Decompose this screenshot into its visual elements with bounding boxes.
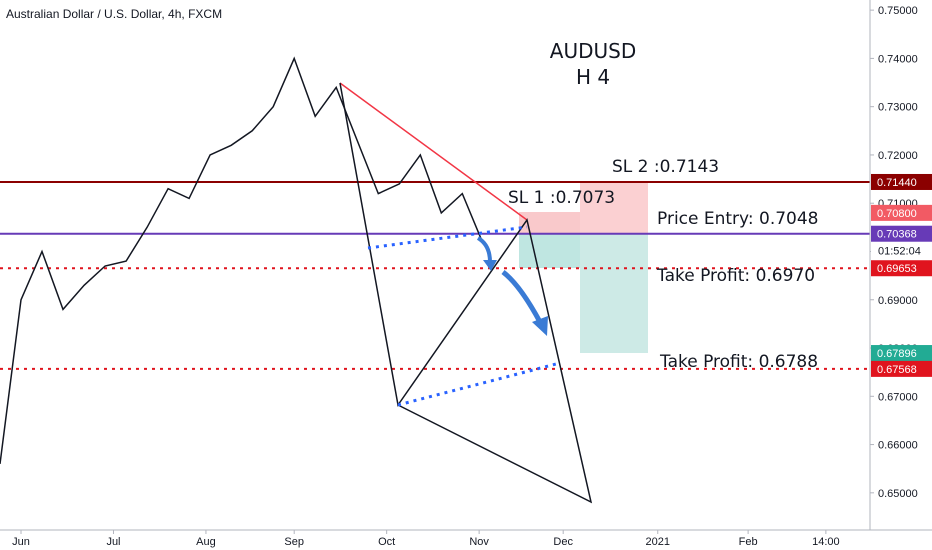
countdown-bg: [871, 243, 932, 259]
x-tick-label: Jul: [106, 536, 120, 548]
annotation: SL 2 :0.7143: [612, 157, 719, 177]
price-badge: [871, 173, 932, 190]
annotation: Take Profit: 0.6788: [659, 352, 818, 372]
x-tick-label: Sep: [284, 536, 304, 548]
trend-line: [339, 82, 528, 221]
harmonic-pattern: [339, 82, 593, 504]
y-tick-label: 0.67000: [878, 391, 918, 403]
plot-area: [0, 56, 870, 464]
x-tick-label: Jun: [12, 536, 30, 548]
stop-box-2: [580, 183, 648, 233]
y-tick-label: 0.74000: [878, 53, 918, 65]
target-box-1: [519, 233, 580, 268]
x-tick-label: Nov: [469, 536, 489, 548]
arrow-head: [532, 316, 548, 336]
pattern-drawings: [339, 82, 593, 504]
y-tick-label: 0.72000: [878, 150, 918, 162]
y-tick-label: 0.73000: [878, 102, 918, 114]
x-tick-label: Feb: [739, 536, 758, 548]
y-tick-label: 0.75000: [878, 5, 918, 17]
price-line: [0, 56, 484, 464]
price-badge-label: 0.67896: [877, 348, 917, 360]
countdown: 01:52:04: [878, 246, 921, 258]
annotation: SL 1 :0.7073: [508, 188, 615, 208]
price-badge: [871, 360, 932, 377]
stop-box-1: [519, 212, 580, 233]
annotation: AUDUSD: [550, 39, 636, 63]
price-badge-label: 0.71440: [877, 177, 917, 189]
price-badge-label: 0.70368: [877, 229, 917, 241]
x-tick-label: Aug: [196, 536, 216, 548]
price-badge: [871, 345, 932, 362]
time-axis: [0, 530, 932, 550]
y-tick-label: 0.66000: [878, 440, 918, 452]
price-badge-label: 0.69653: [877, 263, 917, 275]
dotted-line: [367, 225, 528, 250]
x-tick-label: 14:00: [812, 536, 840, 548]
x-tick-label: Oct: [378, 536, 395, 548]
x-tick-label: 2021: [646, 536, 670, 548]
annotation: Take Profit: 0.6970: [656, 266, 815, 286]
price-badge: [871, 225, 932, 242]
price-badge-label: 0.70800: [877, 208, 917, 220]
chart-title: Australian Dollar / U.S. Dollar, 4h, FXC…: [6, 7, 222, 21]
price-badge-label: 0.67568: [877, 364, 917, 376]
target-box-2: [580, 233, 648, 353]
annotation: Price Entry: 0.7048: [657, 209, 818, 229]
y-tick-label: 0.65000: [878, 488, 918, 500]
price-badge: [871, 204, 932, 221]
price-badge: [871, 260, 932, 277]
y-tick-label: 0.69000: [878, 295, 918, 307]
arrow-head: [483, 260, 497, 271]
annotation: H 4: [576, 65, 610, 89]
x-tick-label: Dec: [553, 536, 573, 548]
arrow: [476, 236, 492, 263]
arrow: [501, 270, 543, 324]
